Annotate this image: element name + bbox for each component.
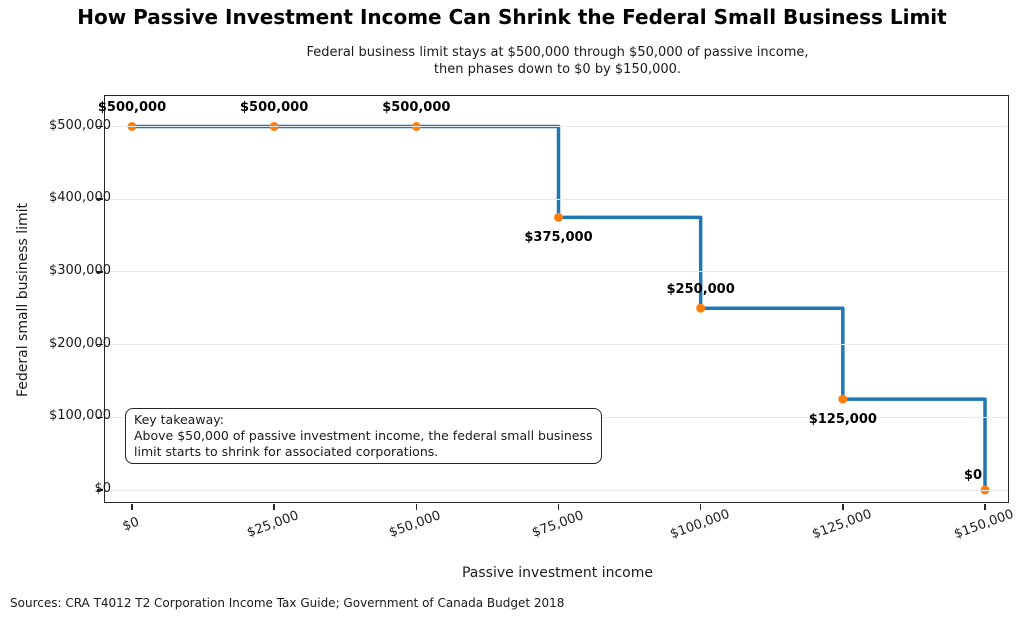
y-tick-label: $100,000 (48, 408, 111, 424)
source-note: Sources: CRA T4012 T2 Corporation Income… (10, 596, 565, 610)
y-tick-label: $300,000 (48, 262, 111, 278)
y-tick-label: $200,000 (48, 335, 111, 351)
gridline (105, 198, 1007, 200)
chart-title: How Passive Investment Income Can Shrink… (77, 5, 947, 29)
y-axis-tick (97, 489, 103, 491)
data-point-label: $500,000 (97, 100, 167, 115)
x-axis-tick (415, 504, 418, 510)
gridline (105, 271, 1007, 273)
y-tick-label: $500,000 (48, 117, 111, 133)
x-axis-tick (131, 504, 133, 510)
y-axis-tick (97, 198, 103, 200)
gridline (105, 126, 1007, 127)
data-point-marker (554, 212, 563, 222)
x-axis-tick (557, 504, 560, 510)
y-tick-label: $400,000 (48, 190, 111, 206)
chart-subtitle: Federal business limit stays at $500,000… (306, 45, 809, 77)
y-axis-tick (97, 125, 103, 128)
data-point-marker (696, 303, 706, 313)
x-axis-label: Passive investment income (461, 565, 653, 581)
x-axis-tick (273, 504, 275, 510)
data-point-label: $0 (963, 467, 983, 483)
data-point-label: $500,000 (240, 100, 309, 115)
x-axis-tick (984, 504, 986, 510)
y-axis-label: Federal small business limit (15, 202, 31, 398)
y-axis-tick (97, 343, 103, 346)
data-point-marker (838, 394, 848, 404)
gridline (105, 344, 1007, 346)
data-point-label: $375,000 (524, 229, 593, 245)
data-point-label: $125,000 (808, 411, 877, 427)
y-tick-label: $0 (94, 481, 111, 496)
y-axis-tick (97, 416, 103, 419)
x-axis-tick (699, 504, 702, 510)
gridline (105, 489, 1007, 491)
key-takeaway-annotation: Key takeaway: Above $50,000 of passive i… (125, 408, 602, 464)
data-point-label: $250,000 (666, 281, 735, 297)
x-axis-tick (842, 504, 844, 510)
y-axis-tick (97, 271, 103, 273)
data-point-label: $500,000 (382, 100, 451, 115)
